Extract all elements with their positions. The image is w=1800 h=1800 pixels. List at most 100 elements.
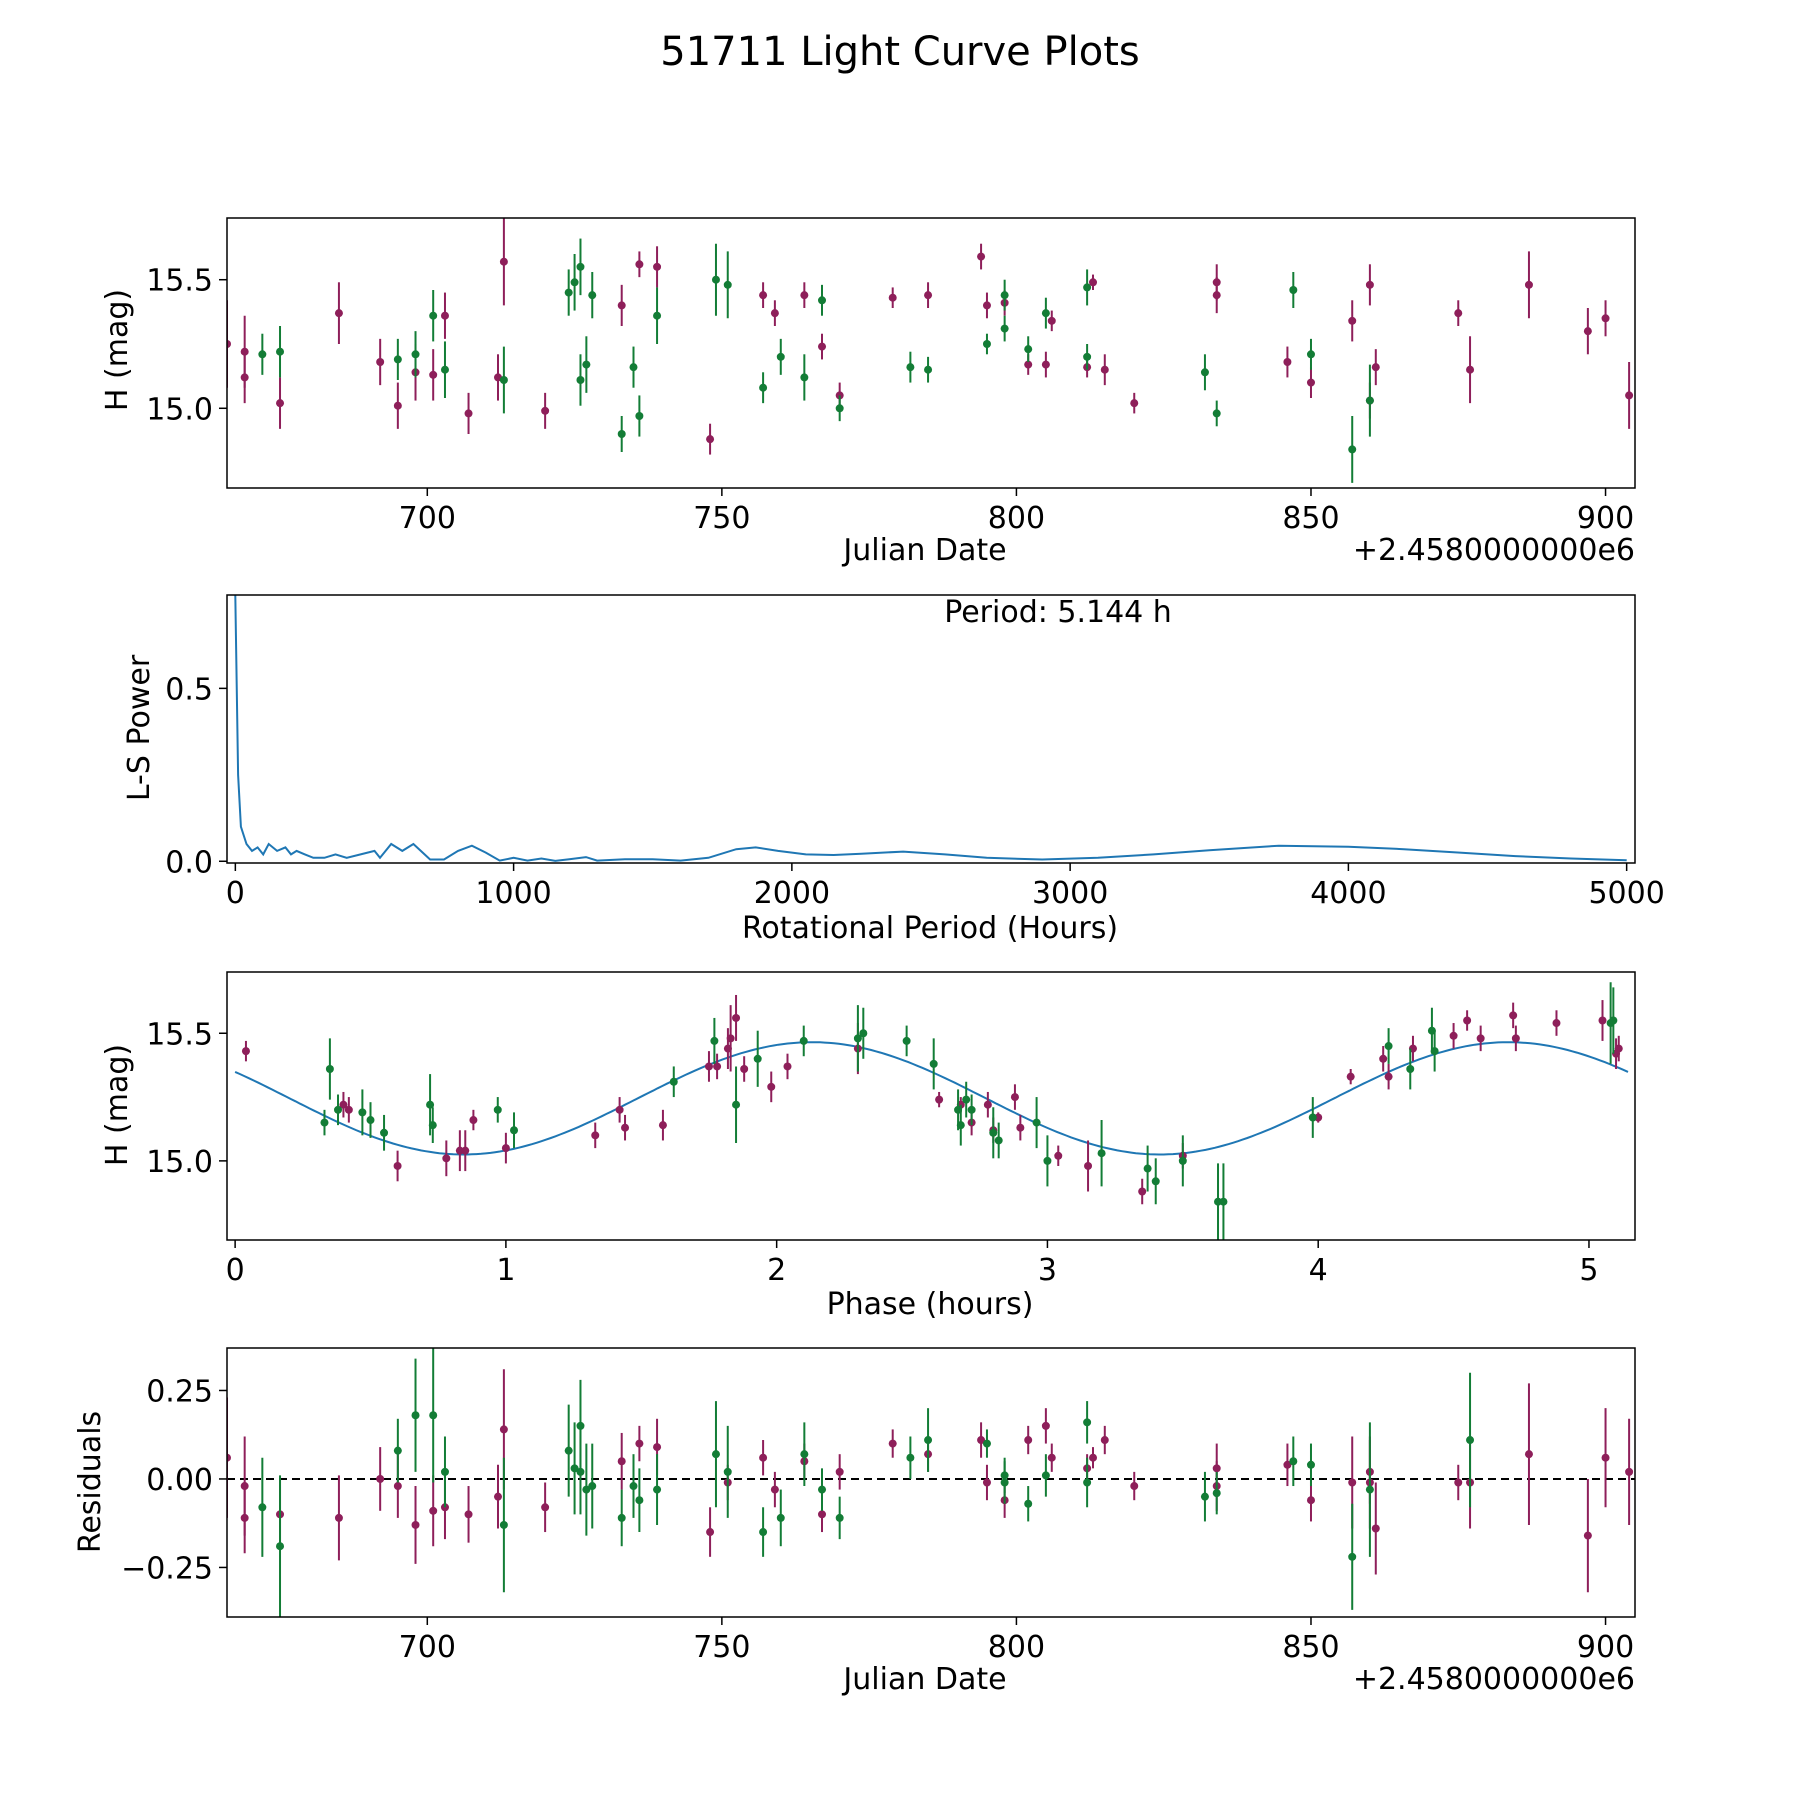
lightcurve-red-point — [429, 370, 438, 379]
residuals-red-point — [1041, 1421, 1050, 1430]
residuals-ytick-label: −0.25 — [121, 1551, 213, 1586]
residuals-green-point — [635, 1496, 644, 1505]
lightcurve-red-point — [1583, 327, 1592, 336]
lightcurve-red-point — [1212, 291, 1221, 300]
lightcurve-green-point — [835, 404, 844, 413]
phase-red-point — [1598, 1016, 1607, 1025]
residuals-xtick-label: 700 — [399, 1630, 456, 1665]
lightcurve-red-point — [1601, 314, 1610, 323]
residuals-green-point — [776, 1513, 785, 1522]
residuals-green-point — [588, 1482, 597, 1491]
periodogram-xtick-label: 2000 — [754, 876, 830, 911]
periodogram-annotation: Period: 5.144 h — [944, 595, 1172, 630]
phase-red-point — [732, 1013, 741, 1022]
phase-red-point — [704, 1062, 713, 1071]
residuals-green-point — [411, 1411, 420, 1420]
residuals-green-point — [723, 1467, 732, 1476]
lightcurve-red-point — [706, 435, 715, 444]
residuals-xtick-label: 850 — [1282, 1630, 1339, 1665]
lightcurve-green-point — [258, 350, 267, 359]
phase-red-point — [1138, 1187, 1147, 1196]
phase-red-point — [767, 1082, 776, 1091]
phase-green-point — [1308, 1113, 1317, 1122]
lightcurve-red-point — [376, 358, 385, 366]
periodogram-plot-area — [234, 595, 1627, 862]
residuals-green-point — [906, 1453, 915, 1462]
lightcurve-green-point — [1306, 350, 1315, 359]
residuals-green-point — [1041, 1471, 1050, 1480]
periodogram-ytick-label: 0.5 — [165, 672, 213, 707]
phase-green-point — [1430, 1047, 1439, 1056]
lightcurve-green-point — [759, 383, 768, 392]
phase-green-point — [1219, 1197, 1228, 1206]
lightcurve-green-point — [570, 278, 579, 287]
lightcurve-xtick-label: 900 — [1577, 501, 1634, 536]
residuals-xtick-label: 750 — [693, 1630, 750, 1665]
periodogram-xtick-label: 5000 — [1588, 876, 1664, 911]
periodogram-panel: L-S Power Rotational Period (Hours) Peri… — [122, 594, 1665, 946]
lightcurve-green-point — [653, 311, 662, 320]
lightcurve-red-point — [924, 291, 933, 300]
phase-red-point — [1511, 1034, 1520, 1043]
residuals-green-point — [1083, 1418, 1092, 1427]
residuals-red-point — [334, 1513, 343, 1522]
lightcurve-red-point — [1047, 316, 1056, 325]
residuals-green-point — [1200, 1492, 1209, 1501]
residuals-green-point — [570, 1464, 579, 1473]
lightcurve-green-point — [1000, 324, 1009, 333]
lightcurve-panel: H (mag) Julian Date +2.4580000000e6 700 7… — [100, 217, 1636, 568]
lightcurve-green-point — [393, 355, 402, 364]
residuals-ytick-label: 0.00 — [146, 1463, 213, 1498]
periodogram-power-line — [234, 595, 1627, 862]
lightcurve-xlabel: Julian Date — [841, 533, 1006, 568]
phase-red-point — [461, 1146, 470, 1155]
lightcurve-red-point — [1466, 365, 1475, 374]
phase-green-point — [358, 1108, 367, 1117]
lightcurve-red-point — [635, 260, 644, 269]
lightcurve-green-point — [723, 280, 732, 289]
phase-red-point — [1016, 1123, 1025, 1132]
residuals-red-point — [1454, 1478, 1463, 1487]
phase-xtick-label: 0 — [226, 1253, 245, 1288]
phase-plot-area — [234, 982, 1629, 1240]
residuals-offset-text: +2.4580000000e6 — [1353, 1662, 1635, 1697]
lightcurve-red-point — [1089, 278, 1098, 287]
phase-green-point — [929, 1059, 938, 1068]
residuals-ylabel: Residuals — [73, 1411, 108, 1553]
phase-red-point — [393, 1161, 402, 1170]
phase-ytick-label: 15.5 — [146, 1017, 213, 1052]
lightcurve-red-point — [541, 406, 550, 415]
residuals-red-point — [977, 1436, 986, 1445]
residuals-red-point — [464, 1510, 473, 1519]
lightcurve-green-point — [582, 360, 591, 369]
lightcurve-xtick-label: 850 — [1282, 501, 1339, 536]
phase-red-point — [1509, 1011, 1518, 1020]
phase-red-point — [1449, 1031, 1458, 1040]
lightcurve-red-point — [1524, 280, 1533, 289]
phase-green-point — [669, 1077, 678, 1086]
lightcurve-green-point — [576, 376, 585, 384]
lightcurve-red-point — [759, 291, 768, 300]
periodogram-ylabel: L-S Power — [122, 654, 157, 801]
residuals-green-point — [1466, 1436, 1475, 1445]
lightcurve-xtick-label: 800 — [988, 501, 1045, 536]
residuals-red-point — [1625, 1467, 1634, 1476]
residuals-red-point — [393, 1482, 402, 1491]
phase-green-point — [1032, 1118, 1041, 1127]
phase-red-point — [726, 1034, 735, 1043]
lightcurve-green-point — [1212, 409, 1221, 418]
phase-green-point — [334, 1105, 343, 1114]
residuals-green-point — [1212, 1489, 1221, 1498]
residuals-red-point — [541, 1503, 550, 1512]
lightcurve-red-point — [1454, 309, 1463, 318]
periodogram-xtick-label: 4000 — [1310, 876, 1386, 911]
residuals-red-point — [635, 1439, 644, 1448]
phase-axes-frame — [226, 971, 1636, 1241]
phase-red-point — [1054, 1151, 1063, 1160]
phase-red-point — [1614, 1044, 1623, 1053]
residuals-red-point — [1024, 1436, 1033, 1445]
lightcurve-green-point — [617, 430, 626, 438]
phase-green-point — [366, 1116, 375, 1125]
phase-green-point — [853, 1034, 862, 1043]
lightcurve-red-point — [1100, 365, 1109, 374]
